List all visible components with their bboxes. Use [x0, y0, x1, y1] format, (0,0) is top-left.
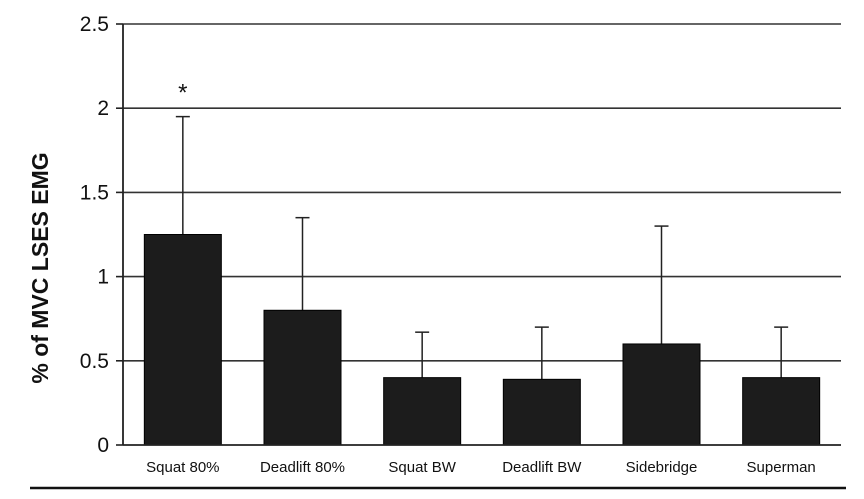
x-tick-label: Squat BW — [388, 459, 456, 476]
y-axis-title: % of MVC LSES EMG — [27, 152, 53, 383]
bar — [383, 377, 462, 446]
bar — [143, 234, 222, 446]
x-tick-label: Deadlift BW — [502, 459, 582, 476]
bar — [622, 343, 701, 446]
bar — [742, 377, 821, 446]
y-tick-label: 2.5 — [80, 13, 109, 36]
axes — [30, 23, 846, 490]
y-tick-labels: 0 0.5 1 1.5 2 2.5 — [80, 13, 109, 457]
y-tick-label: 1 — [97, 266, 109, 289]
x-tick-label: Deadlift 80% — [260, 459, 345, 476]
gridlines — [123, 23, 841, 362]
significance-asterisk: * — [178, 80, 187, 107]
x-tick-label: Squat 80% — [146, 459, 219, 476]
bars — [143, 234, 821, 446]
x-tick-labels: Squat 80% Deadlift 80% Squat BW Deadlift BW… — [146, 459, 816, 476]
bar — [263, 309, 342, 446]
x-tick-label: Sidebridge — [626, 459, 698, 476]
x-tick-label: Superman — [747, 459, 816, 476]
y-tick-label: 1.5 — [80, 181, 109, 204]
y-tick-label: 0.5 — [80, 350, 109, 373]
y-tick-label: 2 — [97, 97, 109, 120]
y-tick-label: 0 — [97, 434, 109, 457]
annotations: * — [178, 80, 187, 107]
error-bars — [175, 115, 789, 380]
bar — [502, 378, 581, 446]
